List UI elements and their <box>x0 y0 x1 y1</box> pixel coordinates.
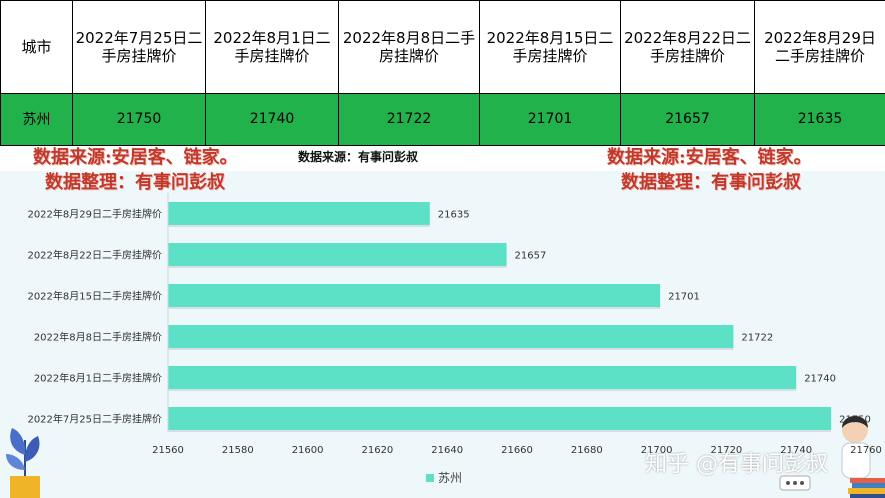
data-label: 21740 <box>804 374 836 385</box>
row-city: 苏州 <box>0 92 73 147</box>
decorations <box>6 416 885 498</box>
note-right-line1: 数据来源:安居客、链家。 <box>607 147 812 168</box>
character-icon <box>779 416 885 498</box>
header-date-3: 2022年8月8日二手房挂牌价 <box>338 0 480 94</box>
header-date-2: 2022年8月1日二手房挂牌价 <box>205 0 339 94</box>
category-label: 2022年8月1日二手房挂牌价 <box>34 372 162 385</box>
x-tick-label: 21560 <box>152 445 184 456</box>
header-city: 城市 <box>0 0 73 94</box>
row-value-2: 21740 <box>205 92 339 147</box>
x-tick-label: 21620 <box>361 445 393 456</box>
x-tick-label: 21760 <box>850 445 882 456</box>
row-value-1: 21750 <box>72 92 206 147</box>
x-tick-label: 21720 <box>710 445 742 456</box>
x-tick-label: 21700 <box>641 445 673 456</box>
data-label: 21722 <box>741 333 773 344</box>
x-tick-label: 21580 <box>222 445 254 456</box>
legend-swatch <box>426 474 434 482</box>
x-tick-label: 21660 <box>501 445 533 456</box>
bar <box>168 202 430 225</box>
bar <box>168 284 661 307</box>
row-value-5: 21657 <box>620 92 755 147</box>
category-label: 2022年8月29日二手房挂牌价 <box>27 208 162 221</box>
note-left-line2: 数据整理：有事问彭叔 <box>45 172 225 193</box>
note-left-line1: 数据来源:安居客、链家。 <box>33 147 238 168</box>
table-header-row: 城市 2022年7月25日二手房挂牌价 2022年8月1日二手房挂牌价 2022… <box>0 0 885 94</box>
category-label: 2022年7月25日二手房挂牌价 <box>27 413 162 426</box>
plant-icon <box>6 428 40 498</box>
category-label: 2022年8月22日二手房挂牌价 <box>27 249 162 262</box>
bar <box>168 407 832 430</box>
data-label: 21635 <box>438 210 470 221</box>
table-row: 苏州 21750 21740 21722 21701 21657 21635 <box>0 92 885 147</box>
data-label: 21657 <box>515 251 547 262</box>
price-table: 城市 2022年7月25日二手房挂牌价 2022年8月1日二手房挂牌价 2022… <box>0 0 885 147</box>
row-value-4: 21701 <box>479 92 621 147</box>
category-label: 2022年8月15日二手房挂牌价 <box>27 290 162 303</box>
row-value-3: 21722 <box>338 92 480 147</box>
note-center: 数据来源：有事问彭叔 <box>298 150 419 164</box>
row-value-6: 21635 <box>754 92 885 147</box>
note-right-line2: 数据整理：有事问彭叔 <box>621 172 801 193</box>
bar <box>168 366 797 389</box>
watermark: 知乎 @有事问彭叔 <box>645 452 828 477</box>
legend-label: 苏州 <box>438 471 462 485</box>
x-tick-label: 21740 <box>780 445 812 456</box>
header-date-6: 2022年8月29日二手房挂牌价 <box>754 0 885 94</box>
bar <box>168 325 734 348</box>
x-tick-label: 21600 <box>292 445 324 456</box>
data-label: 21701 <box>668 292 700 303</box>
x-tick-label: 21680 <box>571 445 603 456</box>
category-label: 2022年8月8日二手房挂牌价 <box>34 331 162 344</box>
header-date-5: 2022年8月22日二手房挂牌价 <box>620 0 755 94</box>
x-tick-label: 21640 <box>431 445 463 456</box>
bar <box>168 243 507 266</box>
data-label: 21750 <box>839 415 871 426</box>
